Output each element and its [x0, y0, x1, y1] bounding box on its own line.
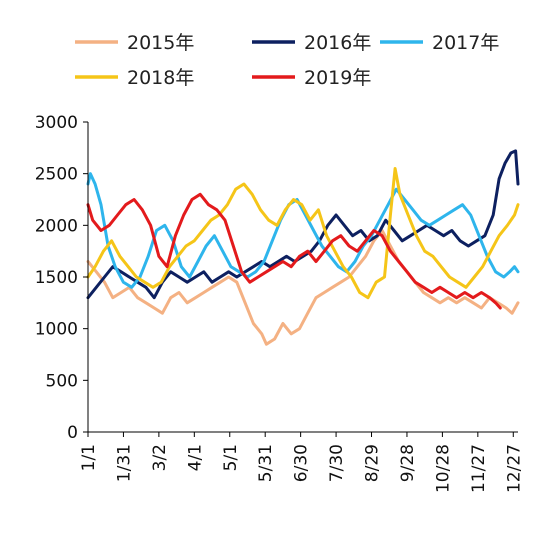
x-tick-label: 4/1 — [185, 444, 205, 471]
series-line-5 — [86, 192, 502, 310]
legend-label: 2019年 — [304, 67, 371, 89]
x-tick-label: 11/27 — [469, 444, 489, 493]
y-ticks: 0 500 1000 1500 2000 2500 3000 — [35, 113, 88, 443]
x-tick-label: 3/2 — [150, 444, 170, 471]
series-layer — [86, 149, 520, 346]
legend-label: 2018年 — [127, 67, 194, 89]
series-line-2 — [86, 149, 520, 300]
y-tick-label: 1500 — [35, 268, 78, 288]
y-tick-label: 3000 — [35, 113, 78, 133]
x-tick-label: 5/1 — [221, 444, 241, 471]
legend-label: 2017年 — [432, 32, 499, 54]
x-tick-label: 12/27 — [504, 444, 524, 493]
x-tick-label: 8/29 — [363, 444, 383, 482]
y-tick-label: 500 — [46, 371, 78, 391]
y-tick-label: 1000 — [35, 320, 78, 340]
series-line-4 — [86, 167, 520, 300]
axes — [87, 122, 518, 433]
x-tick-label: 1/31 — [114, 444, 134, 482]
legend-label: 2016年 — [304, 32, 371, 54]
y-tick-label: 2000 — [35, 216, 78, 236]
y-tick-label: 0 — [67, 423, 78, 443]
x-ticks: 1/1 1/31 3/2 4/1 5/1 5/31 6/30 7/30 8/29 9/28 10/2… — [79, 432, 524, 493]
x-tick-label: 1/1 — [79, 444, 99, 471]
x-tick-label: 9/28 — [398, 444, 418, 482]
x-tick-label: 10/28 — [433, 444, 453, 493]
series-line-1 — [86, 229, 520, 346]
x-tick-label: 6/30 — [292, 444, 312, 482]
series-line-3 — [86, 172, 520, 289]
x-tick-label: 7/30 — [327, 444, 347, 482]
legend: 2015年 2016年 2017年 2018年 2019年 — [75, 32, 499, 89]
y-tick-label: 2500 — [35, 165, 78, 185]
legend-label: 2015年 — [127, 32, 194, 54]
x-tick-label: 5/31 — [256, 444, 276, 482]
